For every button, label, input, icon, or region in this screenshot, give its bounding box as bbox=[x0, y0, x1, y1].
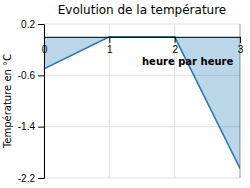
tick-label: 3 bbox=[238, 44, 244, 55]
grid-line bbox=[44, 126, 240, 127]
x-axis: 0 1 2 3 bbox=[42, 37, 244, 55]
tick-label: 2 bbox=[172, 44, 178, 55]
tick-mark bbox=[38, 127, 44, 128]
frame bbox=[240, 24, 241, 178]
grid bbox=[44, 24, 240, 178]
area bbox=[44, 37, 240, 169]
tick-label: 0 bbox=[42, 44, 48, 55]
tick-mark bbox=[175, 37, 176, 43]
grid-line bbox=[240, 24, 241, 178]
tick-mark bbox=[38, 75, 44, 76]
tick: -2.2 bbox=[18, 173, 44, 184]
tick: 2 bbox=[172, 37, 178, 55]
grid-line bbox=[44, 24, 240, 25]
tick: 1 bbox=[107, 37, 113, 55]
y-axis-label: Température en °C bbox=[2, 54, 13, 149]
grid-line bbox=[44, 178, 240, 179]
tick-label: 1 bbox=[107, 44, 113, 55]
tick-label: -1.4 bbox=[18, 121, 36, 132]
marks bbox=[44, 37, 240, 169]
tick: -1.4 bbox=[18, 121, 44, 132]
tick-mark bbox=[38, 178, 44, 179]
tick: 3 bbox=[238, 37, 244, 55]
title: Evolution de la température bbox=[58, 3, 227, 17]
tick-mark bbox=[44, 37, 45, 43]
chart: 0.2 -0.6 -1.4 -2.2 0 1 2 3 heure par heure Evolut… bbox=[0, 0, 250, 188]
x-axis-label: heure par heure bbox=[142, 56, 233, 67]
line bbox=[44, 37, 240, 169]
tick: 0.2 bbox=[21, 19, 44, 30]
y-axis: 0.2 -0.6 -1.4 -2.2 bbox=[18, 19, 45, 184]
tick-mark bbox=[109, 37, 110, 43]
tick-label: -2.2 bbox=[18, 173, 36, 184]
tick: 0 bbox=[42, 37, 48, 55]
tick: -0.6 bbox=[18, 70, 44, 81]
tick-label: 0.2 bbox=[21, 19, 35, 30]
tick-label: -0.6 bbox=[18, 70, 36, 81]
tick-mark bbox=[38, 24, 44, 25]
plot: 0.2 -0.6 -1.4 -2.2 0 1 2 3 heure par heure bbox=[18, 19, 244, 184]
axis-line bbox=[45, 37, 241, 43]
